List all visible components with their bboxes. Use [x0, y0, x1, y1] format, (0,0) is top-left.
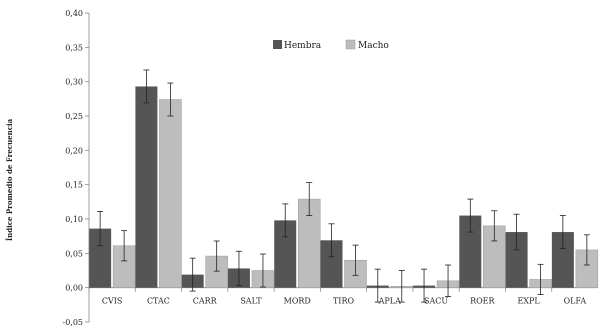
x-category-label-carr: CARR	[193, 297, 218, 306]
bar-hembra-expl	[505, 232, 528, 288]
bar-macho-ctac	[159, 99, 182, 288]
legend-label-macho: Macho	[358, 41, 389, 51]
bar-hembra-tiro	[320, 240, 343, 288]
legend-swatch-hembra	[273, 40, 282, 49]
bars	[89, 69, 599, 303]
x-axis-categories: CVIS CTAC CARR SALT MORD TIRO APLA SACU ROER EXPL…	[88, 287, 587, 306]
x-category-label-tiro: TIRO	[333, 297, 355, 306]
y-tick-label: 0,20	[65, 146, 83, 155]
x-category-label-salt: SALT	[240, 297, 262, 306]
x-category-label-expl: EXPL	[517, 297, 540, 306]
y-tick-label: 0,35	[65, 43, 83, 52]
x-category-label-roer: ROER	[470, 297, 495, 306]
bar-hembra-roer	[459, 215, 482, 288]
y-tick-label: 0,10	[65, 215, 83, 224]
y-axis-label: Índice Promedio de Frecuencia	[5, 118, 14, 241]
x-category-label-cvis: CVIS	[102, 297, 123, 306]
y-tick-label: 0,00	[65, 284, 83, 293]
y-tick-label: 0,05	[65, 249, 83, 258]
legend-label-hembra: Hembra	[284, 41, 322, 51]
x-category-label-sacu: SACU	[424, 297, 448, 306]
y-tick-label: 0,30	[65, 78, 83, 87]
legend-swatch-macho	[345, 39, 356, 50]
x-category-label-apla: APLA	[378, 297, 401, 306]
x-category-label-olfa: OLFA	[564, 297, 587, 306]
bar-hembra-cvis	[89, 228, 112, 288]
y-tick-label: 0,15	[65, 181, 83, 190]
x-category-label-ctac: CTAC	[147, 297, 170, 306]
bar-hembra-ctac	[135, 86, 158, 288]
bar-hembra-olfa	[551, 232, 574, 288]
x-category-label-mord: MORD	[284, 297, 311, 306]
y-tick-label: -0,05	[62, 318, 83, 327]
y-tick-label: 0,40	[65, 9, 83, 18]
legend: Hembra Macho	[273, 39, 389, 51]
y-tick-label: 0,25	[65, 112, 83, 121]
bar-hembra-mord	[274, 220, 297, 288]
